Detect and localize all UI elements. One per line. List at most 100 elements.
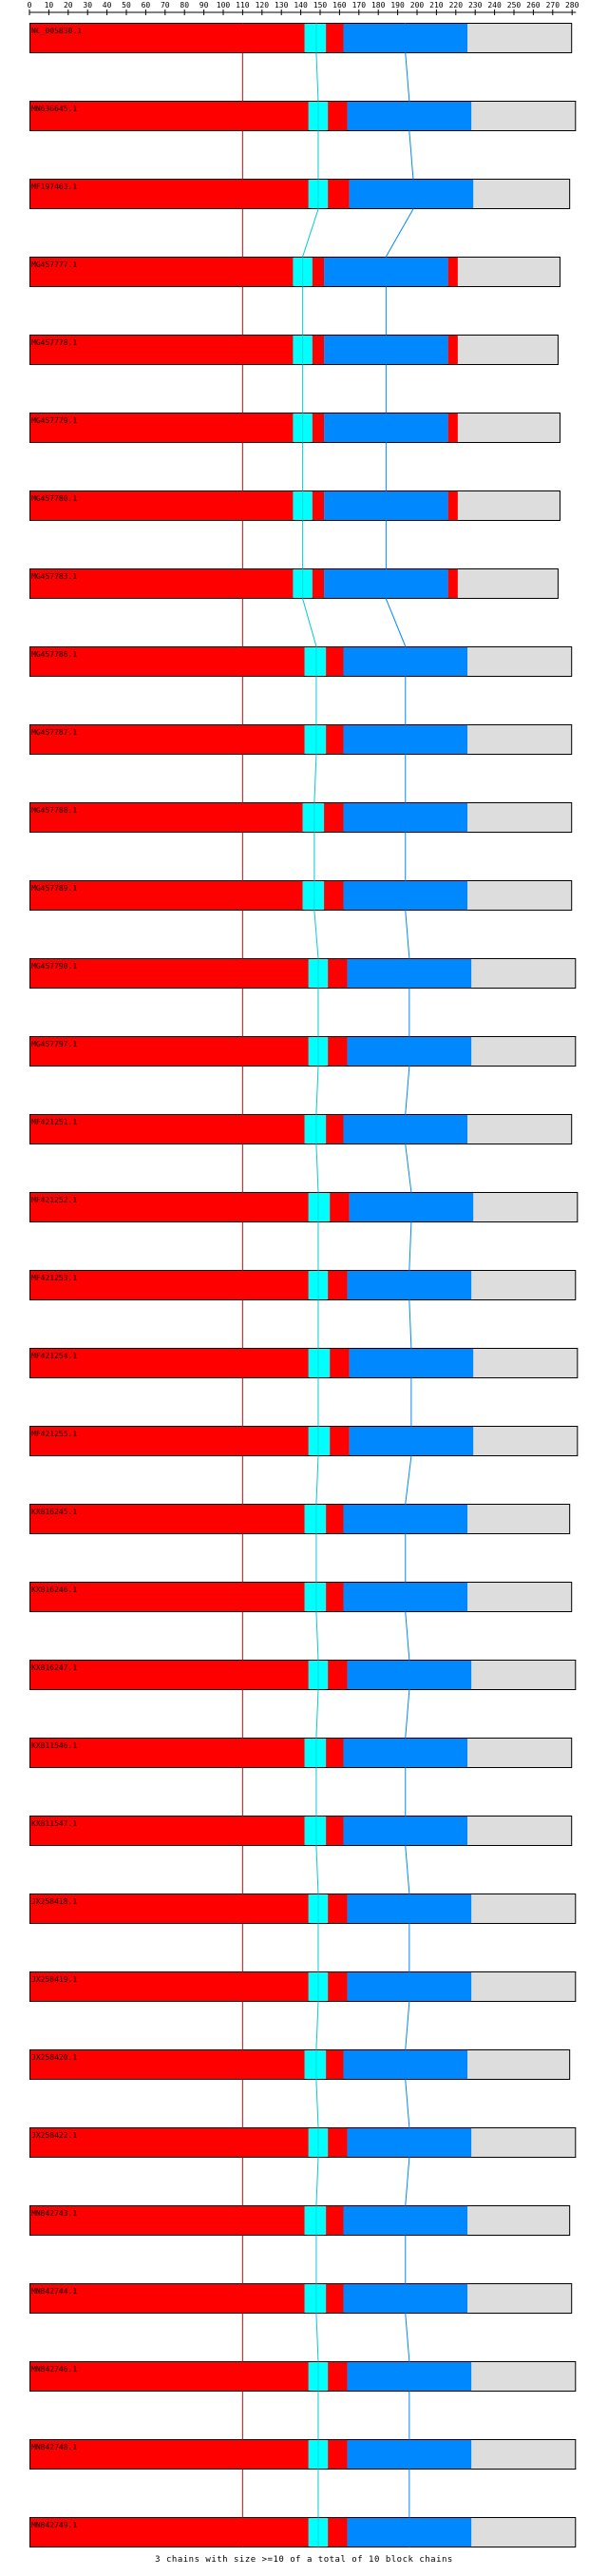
sequence-block bbox=[29, 1816, 305, 1846]
ruler-tick-label: 100 bbox=[217, 1, 231, 10]
ruler-tick-label: 90 bbox=[200, 1, 209, 10]
sequence-block bbox=[29, 2439, 309, 2470]
sequence-block bbox=[29, 1894, 309, 1924]
sequence-label: NC_005830.1 bbox=[31, 27, 82, 35]
sequence-block bbox=[29, 1192, 309, 1222]
sequence-block bbox=[29, 724, 305, 755]
sequence-label: MG457783.1 bbox=[31, 572, 77, 581]
sequence-block bbox=[29, 1504, 305, 1534]
ruler-tick-label: 60 bbox=[142, 1, 151, 10]
chain-connector-blue bbox=[408, 1221, 412, 1271]
sequence-block bbox=[29, 1660, 309, 1690]
sequence-label: MG457780.1 bbox=[31, 494, 77, 503]
sequence-bar-border bbox=[29, 179, 571, 209]
chain-connector-blue bbox=[405, 2157, 410, 2206]
ruler-tick-label: 180 bbox=[371, 1, 386, 10]
sequence-block bbox=[312, 568, 325, 599]
chain-connector-blue bbox=[405, 1066, 410, 1115]
sequence-block bbox=[304, 1738, 327, 1768]
sequence-block bbox=[29, 413, 294, 443]
sequence-block bbox=[312, 257, 325, 287]
ruler-tick-label: 280 bbox=[565, 1, 580, 10]
chain-connector-cyan bbox=[315, 2001, 319, 2050]
sequence-block bbox=[328, 2127, 348, 2158]
sequence-block bbox=[326, 1504, 344, 1534]
sequence-block bbox=[328, 2439, 348, 2470]
chain-connector-blue bbox=[405, 910, 410, 959]
sequence-block bbox=[447, 335, 458, 365]
sequence-block bbox=[29, 1738, 305, 1768]
sequence-bar-border bbox=[29, 802, 573, 833]
sequence-block bbox=[304, 724, 327, 755]
sequence-block bbox=[326, 2205, 344, 2236]
sequence-block bbox=[304, 646, 327, 677]
ruler-tick-label: 270 bbox=[546, 1, 560, 10]
chain-connector-blue bbox=[405, 2313, 410, 2362]
ruler-tick-label: 240 bbox=[487, 1, 502, 10]
sequence-block bbox=[308, 1348, 331, 1378]
sequence-bar-border bbox=[29, 2283, 573, 2314]
ruler-tick-label: 120 bbox=[256, 1, 270, 10]
ruler-tick-label: 170 bbox=[352, 1, 367, 10]
sequence-label: MN842748.1 bbox=[31, 2443, 77, 2451]
sequence-label: MF421251.1 bbox=[31, 1118, 77, 1126]
ruler-tick-label: 10 bbox=[45, 1, 54, 10]
sequence-block bbox=[326, 1816, 344, 1846]
sequence-block bbox=[326, 1582, 344, 1612]
sequence-block bbox=[29, 802, 303, 833]
ruler-tick-label: 30 bbox=[83, 1, 92, 10]
chain-connector-blue bbox=[408, 1299, 412, 1349]
ruler-tick-label: 260 bbox=[526, 1, 541, 10]
sequence-bar-border bbox=[29, 1582, 573, 1612]
ruler-tick-label: 40 bbox=[103, 1, 112, 10]
sequence-bar-border bbox=[29, 1971, 577, 2002]
sequence-block bbox=[328, 1270, 348, 1300]
sequence-block bbox=[326, 646, 344, 677]
sequence-label: KX811547.1 bbox=[31, 1819, 77, 1828]
chain-connector-cyan bbox=[314, 910, 319, 959]
sequence-label: MG457778.1 bbox=[31, 338, 77, 347]
ruler-tick-label: 110 bbox=[236, 1, 250, 10]
sequence-block bbox=[29, 1270, 309, 1300]
sequence-label: KX811546.1 bbox=[31, 1741, 77, 1750]
sequence-block bbox=[29, 958, 309, 989]
sequence-block bbox=[326, 2049, 344, 2080]
sequence-block bbox=[29, 2517, 309, 2547]
sequence-block bbox=[330, 1192, 350, 1222]
sequence-bar-border bbox=[29, 2127, 577, 2158]
ruler-tick-label: 200 bbox=[410, 1, 425, 10]
sequence-block bbox=[29, 2205, 305, 2236]
sequence-block bbox=[29, 335, 294, 365]
chain-connector-cyan bbox=[315, 1066, 319, 1115]
sequence-block bbox=[29, 23, 305, 53]
sequence-bar-border bbox=[29, 568, 559, 599]
chain-connector-cyan bbox=[315, 2079, 319, 2128]
ruler-tick-label: 210 bbox=[429, 1, 444, 10]
chain-connector-cyan bbox=[302, 598, 317, 647]
sequence-label: MF197463.1 bbox=[31, 183, 77, 191]
sequence-block bbox=[29, 101, 309, 131]
sequence-block bbox=[328, 2361, 348, 2392]
ruler-tick-label: 150 bbox=[314, 1, 328, 10]
sequence-block bbox=[29, 1971, 309, 2002]
sequence-label: MN842749.1 bbox=[31, 2521, 77, 2529]
sequence-block bbox=[328, 101, 348, 131]
sequence-label: JX258419.1 bbox=[31, 1975, 77, 1984]
sequence-block bbox=[312, 413, 325, 443]
sequence-block bbox=[304, 1816, 327, 1846]
sequence-block bbox=[29, 1582, 305, 1612]
ruler-tick-label: 70 bbox=[161, 1, 170, 10]
ruler-tick-label: 50 bbox=[122, 1, 131, 10]
sequence-block bbox=[304, 23, 327, 53]
sequence-bar-border bbox=[29, 2439, 577, 2470]
sequence-block bbox=[447, 490, 458, 521]
sequence-block bbox=[326, 724, 344, 755]
sequence-block bbox=[29, 2049, 305, 2080]
chain-connector-blue bbox=[405, 52, 410, 102]
sequence-label: MG457777.1 bbox=[31, 260, 77, 269]
sequence-label: MF421253.1 bbox=[31, 1274, 77, 1282]
sequence-label: MN842744.1 bbox=[31, 2287, 77, 2296]
sequence-label: JX258420.1 bbox=[31, 2053, 77, 2062]
sequence-block bbox=[330, 1426, 350, 1456]
